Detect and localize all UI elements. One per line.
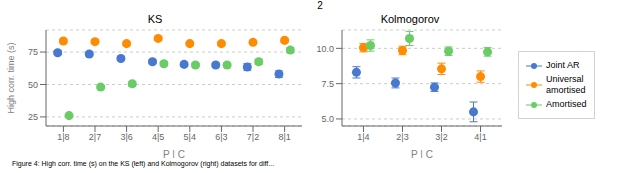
svg-text:75: 75 bbox=[28, 47, 38, 57]
svg-text:50: 50 bbox=[28, 80, 38, 90]
svg-text:3|6: 3|6 bbox=[120, 132, 132, 142]
svg-text:8|1: 8|1 bbox=[278, 132, 290, 142]
svg-text:P | C: P | C bbox=[163, 149, 185, 158]
svg-text:7|2: 7|2 bbox=[247, 132, 259, 142]
svg-text:4|1: 4|1 bbox=[474, 132, 486, 142]
html-text:Joint AR: Joint AR bbox=[546, 60, 580, 70]
svg-text:1|8: 1|8 bbox=[57, 132, 69, 142]
html-text:Kolmogorov: Kolmogorov bbox=[380, 13, 440, 25]
html-text:Amortised: Amortised bbox=[546, 99, 587, 109]
svg-text:5|4: 5|4 bbox=[184, 132, 196, 142]
svg-text:P | C: P | C bbox=[411, 149, 433, 158]
svg-text:1|4: 1|4 bbox=[357, 132, 369, 142]
svg-text:7.5: 7.5 bbox=[321, 79, 334, 89]
svg-text:2|3: 2|3 bbox=[396, 132, 408, 142]
svg-text:5.0: 5.0 bbox=[321, 114, 334, 124]
svg-text:6|3: 6|3 bbox=[215, 132, 227, 142]
html-text:KS: KS bbox=[147, 13, 163, 25]
svg-text:25: 25 bbox=[28, 112, 38, 122]
html-text:2: 2 bbox=[317, 0, 323, 11]
html-text:Figure 4: High corr. time (s): Figure 4: High corr. time (s) on the KS … bbox=[12, 160, 275, 167]
svg-text:High corr. time (s): High corr. time (s) bbox=[8, 42, 16, 113]
svg-text:2|7: 2|7 bbox=[89, 132, 101, 142]
svg-text:10.0: 10.0 bbox=[316, 44, 334, 54]
svg-text:3|2: 3|2 bbox=[435, 132, 447, 142]
html-text:Universal amortised: Universal amortised bbox=[546, 74, 586, 95]
svg-text:4|5: 4|5 bbox=[152, 132, 164, 142]
